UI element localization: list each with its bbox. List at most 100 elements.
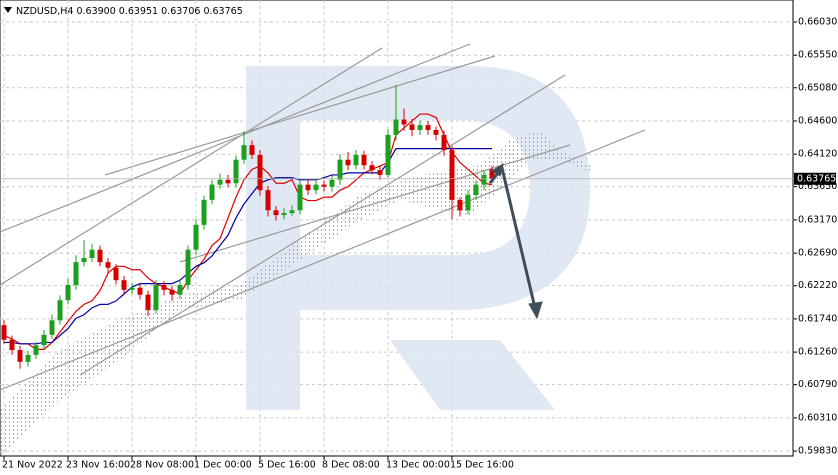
watermark	[246, 66, 590, 410]
candle-body	[73, 262, 79, 285]
candle-body	[305, 184, 311, 191]
candle-body	[65, 284, 71, 301]
candle-body	[177, 284, 183, 295]
x-tick-label: 1 Dec 00:00	[194, 460, 252, 471]
candle-body	[377, 170, 383, 175]
candle-body	[129, 287, 135, 290]
x-tick-label: 13 Dec 00:00	[386, 460, 450, 471]
low-label: 0.63706	[161, 6, 200, 17]
candle-body	[481, 174, 487, 185]
candle-body	[465, 195, 471, 211]
indicator-line	[3, 113, 493, 350]
y-tick-label: 0.64600	[798, 115, 837, 126]
candle-body	[41, 334, 47, 346]
candle-body	[121, 280, 127, 290]
chart-header: NZDUSD,H4 0.63900 0.63951 0.63706 0.6376…	[16, 6, 243, 17]
candle-body	[257, 154, 263, 191]
close-label: 0.63765	[203, 6, 242, 17]
x-tick-label: 8 Dec 08:00	[322, 460, 380, 471]
candle-body	[209, 184, 215, 200]
candle-body	[289, 210, 295, 214]
candle-body	[489, 169, 495, 179]
last-price-box	[794, 172, 836, 185]
candle-body	[385, 134, 391, 175]
candle-body	[393, 119, 399, 135]
candle-body	[193, 224, 199, 250]
candle-body	[401, 119, 407, 125]
x-tick-label: 28 Nov 08:00	[130, 460, 194, 471]
candle-body	[1, 325, 7, 340]
candle-body	[113, 267, 119, 281]
candle-body	[409, 124, 415, 130]
last-price-label: 0.63765	[797, 173, 836, 184]
candle-body	[273, 210, 279, 216]
menu-triangle	[4, 7, 12, 13]
candle-body	[249, 145, 255, 155]
indicator-line	[4, 148, 492, 345]
candle-body	[225, 179, 231, 184]
trend-lines	[0, 43, 646, 391]
symbol: NZDUSD,H4	[16, 6, 73, 17]
candle-body	[9, 339, 15, 351]
forecast-arrow	[488, 162, 543, 320]
y-tick-label: 0.60310	[798, 412, 837, 423]
candle-body	[425, 125, 431, 130]
candle-body	[169, 289, 175, 295]
y-tick-label: 0.60790	[798, 379, 837, 390]
open-label: 0.63900	[76, 6, 115, 17]
candle-body	[33, 345, 39, 355]
candle-body	[337, 159, 343, 180]
candle-body	[57, 300, 63, 321]
candle-body	[417, 125, 423, 130]
candle-body	[361, 154, 367, 166]
candle-body	[265, 190, 271, 211]
candle-body	[17, 350, 23, 362]
y-tick-label: 0.63170	[798, 214, 837, 225]
y-tick-label: 0.65550	[798, 50, 837, 61]
candle-body	[329, 179, 335, 187]
candle-body	[321, 184, 327, 187]
y-tick-label: 0.65080	[798, 82, 837, 93]
y-tick-label: 0.62220	[798, 280, 837, 291]
candle-body	[313, 184, 319, 191]
candle-body	[153, 284, 159, 310]
candle-body	[457, 199, 463, 211]
candle-body	[89, 249, 95, 259]
candle-body	[233, 159, 239, 184]
candle-body	[25, 354, 31, 362]
y-tick-label: 0.66030	[798, 17, 837, 28]
candle-body	[281, 213, 287, 216]
candle-body	[97, 249, 103, 263]
x-tick-label: 21 Nov 2022	[2, 460, 63, 471]
y-tick-label: 0.63650	[798, 181, 837, 192]
candle-body	[217, 179, 223, 185]
high-label: 0.63951	[119, 6, 158, 17]
x-tick-label: 23 Nov 16:00	[66, 460, 130, 471]
y-tick-label: 0.64120	[798, 149, 837, 160]
candle-body	[137, 287, 143, 295]
candle-body	[369, 165, 375, 171]
candle-body	[353, 154, 359, 166]
candle-body	[105, 262, 111, 268]
candle-body	[185, 249, 191, 285]
candle-body	[441, 134, 447, 151]
candle-body	[161, 284, 167, 290]
series-layer	[0, 84, 793, 369]
axes: 0.66030 0.65550 0.65080 0.64600 0.64120 0.636…	[2, 17, 837, 471]
candle-body	[145, 294, 151, 310]
y-tick-label: 0.61740	[798, 313, 837, 324]
candle-body	[49, 320, 55, 335]
candle-body	[297, 184, 303, 211]
x-tick-label: 15 Dec 16:00	[450, 460, 514, 471]
x-tick-label: 5 Dec 16:00	[258, 460, 316, 471]
y-tick-label: 0.62690	[798, 248, 837, 259]
candle-body	[201, 199, 207, 225]
candle-body	[449, 150, 455, 200]
candle-body	[81, 258, 87, 263]
candle-body	[473, 184, 479, 196]
candle-body	[345, 159, 351, 166]
candle-body	[433, 129, 439, 135]
y-tick-label: 0.59830	[798, 446, 837, 457]
y-tick-label: 0.61260	[798, 347, 837, 358]
